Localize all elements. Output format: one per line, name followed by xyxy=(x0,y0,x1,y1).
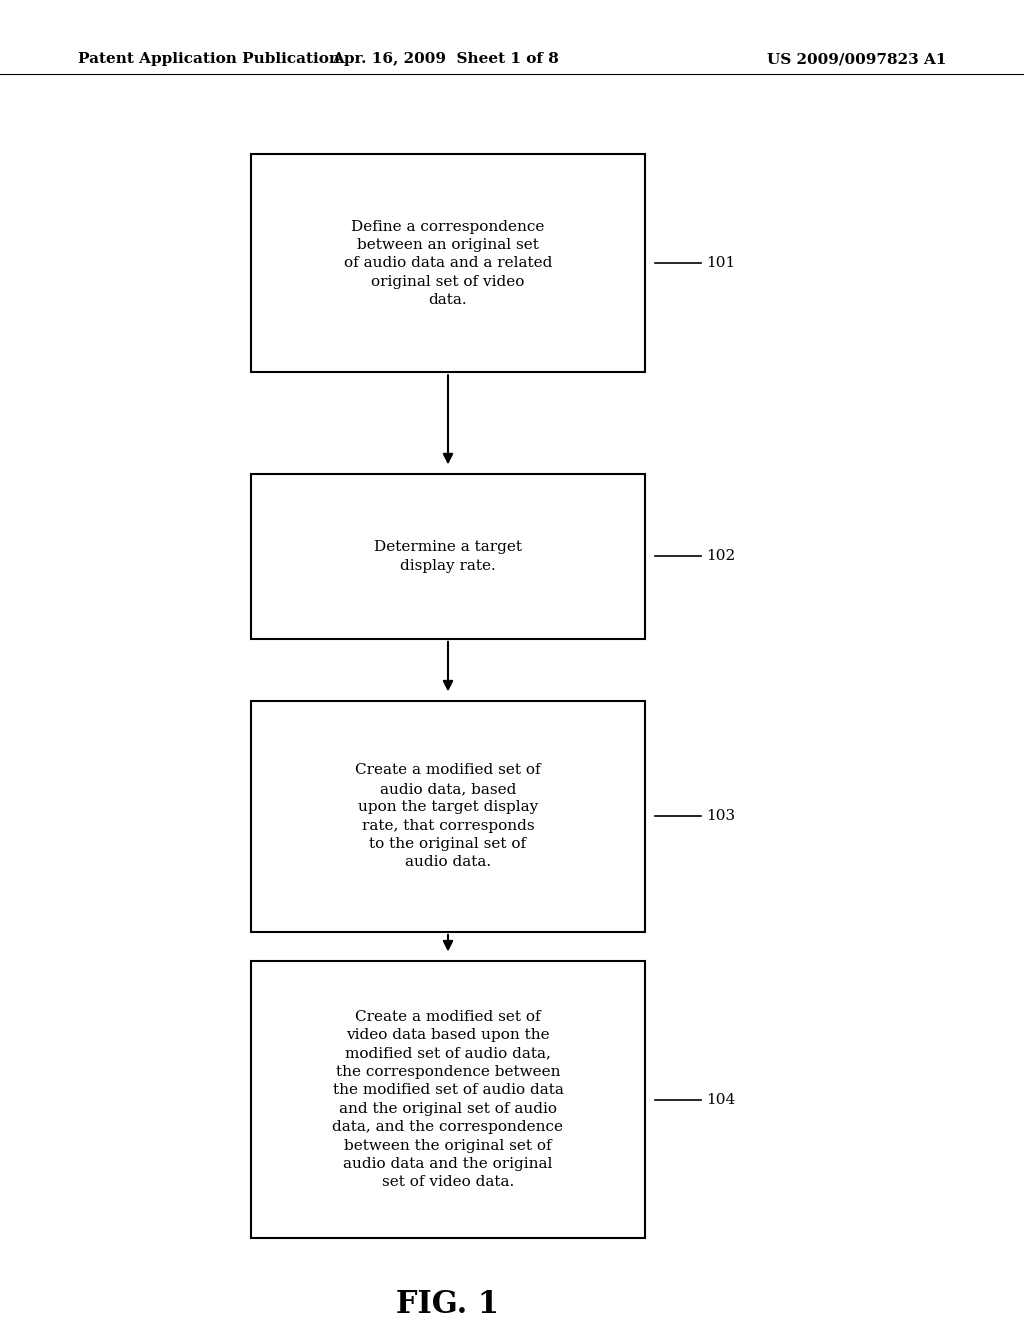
Text: Determine a target
display rate.: Determine a target display rate. xyxy=(374,540,522,573)
Text: 104: 104 xyxy=(707,1093,736,1106)
Bar xyxy=(251,474,645,639)
Bar xyxy=(251,961,645,1238)
Text: 101: 101 xyxy=(707,256,736,271)
Text: Create a modified set of
audio data, based
upon the target display
rate, that co: Create a modified set of audio data, bas… xyxy=(355,763,541,870)
Bar xyxy=(251,701,645,932)
Text: Create a modified set of
video data based upon the
modified set of audio data,
t: Create a modified set of video data base… xyxy=(333,1010,563,1189)
Text: FIG. 1: FIG. 1 xyxy=(396,1288,499,1320)
Text: 102: 102 xyxy=(707,549,736,564)
Text: Apr. 16, 2009  Sheet 1 of 8: Apr. 16, 2009 Sheet 1 of 8 xyxy=(332,53,559,66)
Text: Patent Application Publication: Patent Application Publication xyxy=(78,53,340,66)
Text: US 2009/0097823 A1: US 2009/0097823 A1 xyxy=(767,53,946,66)
Text: Define a correspondence
between an original set
of audio data and a related
orig: Define a correspondence between an origi… xyxy=(344,219,552,308)
Text: 103: 103 xyxy=(707,809,735,824)
Bar xyxy=(251,154,645,372)
